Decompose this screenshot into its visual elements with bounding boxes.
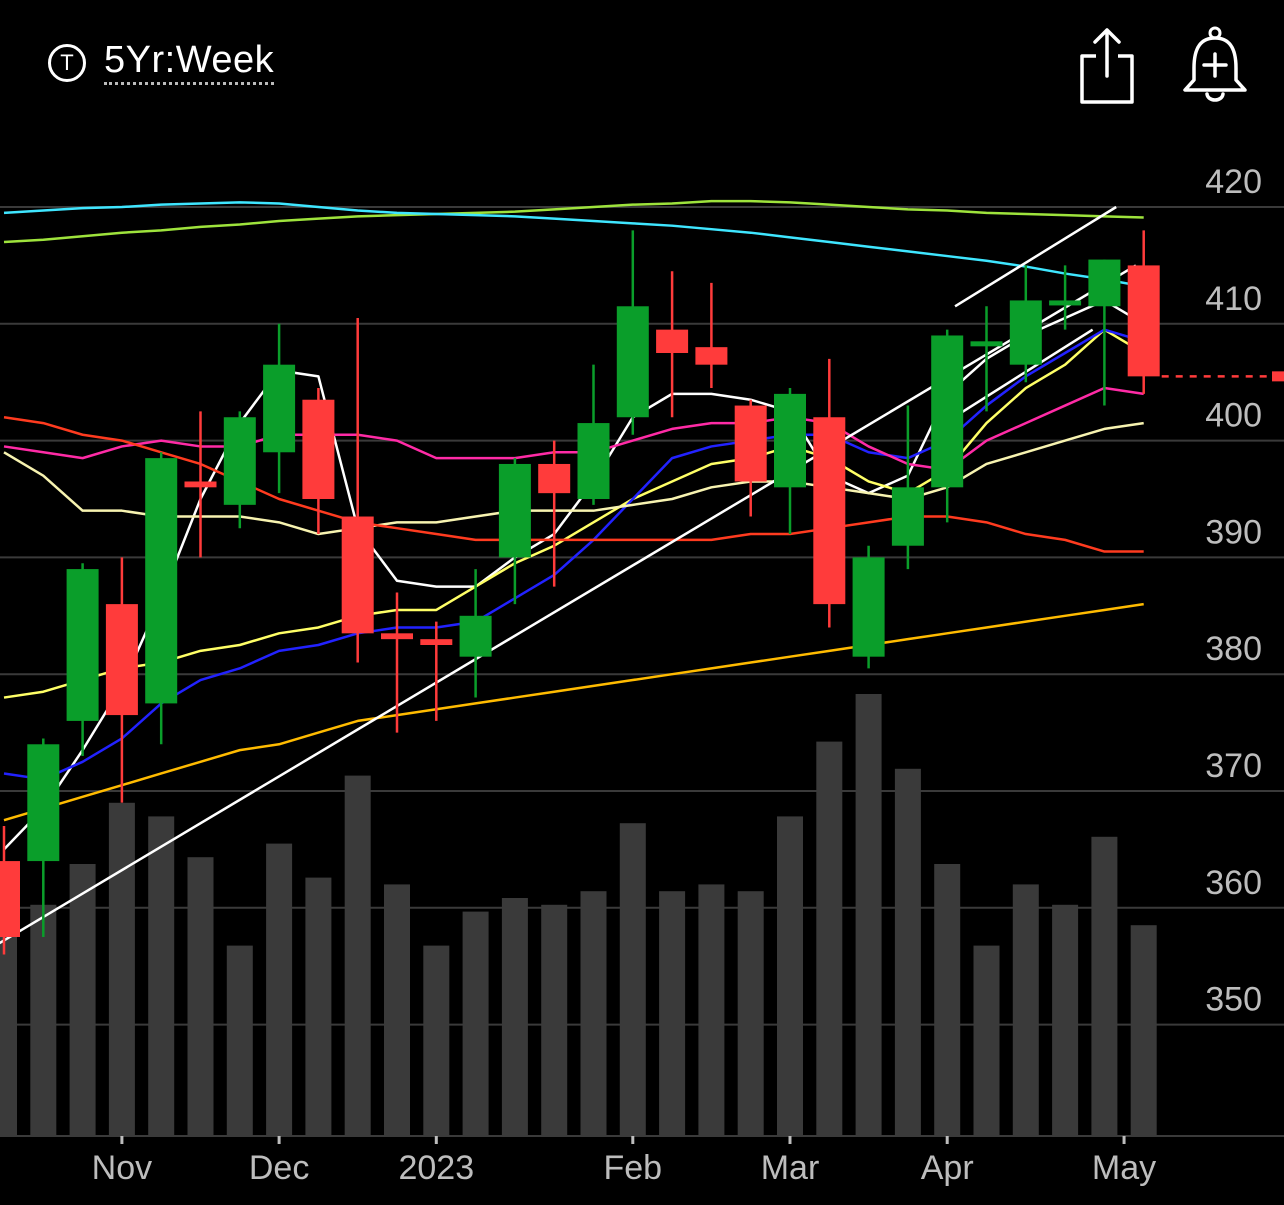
volume-bar bbox=[698, 884, 725, 1136]
candle-body bbox=[27, 744, 60, 862]
y-tick-label: 410 bbox=[1205, 280, 1262, 318]
candle-body bbox=[616, 306, 649, 418]
volume-bar bbox=[266, 843, 293, 1136]
x-tick-label: May bbox=[1092, 1149, 1156, 1187]
candle-body bbox=[223, 417, 256, 505]
y-tick-label: 390 bbox=[1205, 513, 1262, 551]
candle-body bbox=[263, 364, 296, 453]
bell-plus-icon[interactable] bbox=[1180, 24, 1250, 113]
trend-line bbox=[954, 205, 1117, 308]
moving-average-line bbox=[3, 602, 1144, 822]
volume-bar bbox=[69, 864, 96, 1136]
candle-body bbox=[459, 615, 492, 657]
x-tick-label: Apr bbox=[921, 1149, 974, 1187]
candle-body bbox=[341, 516, 374, 634]
candle-body bbox=[66, 569, 99, 721]
volume-bar bbox=[777, 816, 803, 1136]
x-axis: Nov Dec 2023 Feb Mar Apr May bbox=[92, 1136, 1156, 1187]
candle-body bbox=[498, 463, 531, 558]
volume-bar bbox=[501, 898, 528, 1136]
candle-body bbox=[931, 335, 964, 488]
volume-bar bbox=[344, 775, 371, 1136]
y-tick-label: 380 bbox=[1205, 630, 1262, 668]
volume-bar bbox=[108, 802, 135, 1136]
share-icon[interactable] bbox=[1076, 24, 1138, 113]
candle-body bbox=[1009, 300, 1042, 365]
moving-average-line bbox=[3, 201, 1144, 288]
candle-body bbox=[970, 341, 1003, 347]
chart-header: T 5Yr:Week bbox=[0, 0, 1284, 130]
volume-bar bbox=[0, 898, 17, 1136]
moving-average-line bbox=[3, 199, 1144, 244]
candle-body bbox=[656, 329, 689, 353]
volume-bar bbox=[855, 694, 882, 1136]
y-tick-label: 350 bbox=[1205, 981, 1262, 1019]
volume-bar bbox=[1130, 925, 1157, 1136]
candle-body bbox=[0, 861, 20, 937]
candle-body bbox=[734, 405, 767, 482]
volume-bar bbox=[737, 891, 764, 1136]
candle-body bbox=[813, 417, 846, 605]
volume-bar bbox=[305, 877, 332, 1136]
volume-bar bbox=[462, 911, 489, 1136]
candle-body bbox=[774, 393, 806, 488]
candle-body bbox=[695, 347, 728, 365]
candlesticks bbox=[0, 230, 1160, 955]
candle-body bbox=[538, 463, 571, 494]
candle-body bbox=[1088, 259, 1121, 307]
y-tick-label: 420 bbox=[1205, 163, 1262, 201]
candle-body bbox=[891, 487, 924, 546]
candle-body bbox=[420, 639, 453, 645]
x-tick-label: Mar bbox=[761, 1149, 820, 1187]
volume-bar bbox=[973, 945, 1000, 1136]
candle-body bbox=[105, 604, 138, 716]
volume-bar bbox=[659, 891, 686, 1136]
candle-body bbox=[302, 399, 335, 499]
candle-body bbox=[1127, 265, 1160, 377]
volume-bar bbox=[894, 768, 921, 1136]
y-tick-label: 400 bbox=[1205, 397, 1262, 435]
volume-bar bbox=[580, 891, 607, 1136]
volume-bar bbox=[934, 864, 961, 1136]
last-price-marker bbox=[1161, 371, 1284, 382]
x-tick-label: Dec bbox=[249, 1149, 309, 1187]
candle-body bbox=[381, 633, 413, 640]
volume-bar bbox=[1012, 884, 1039, 1136]
volume-bar bbox=[384, 884, 410, 1136]
timeframe-selector[interactable]: T 5Yr:Week bbox=[48, 40, 275, 85]
volume-bar bbox=[1091, 836, 1118, 1136]
volume-bar bbox=[148, 816, 175, 1136]
candle-body bbox=[1049, 300, 1082, 306]
candle-body bbox=[577, 423, 610, 499]
candle-body bbox=[184, 481, 217, 488]
x-tick-label: 2023 bbox=[398, 1149, 474, 1187]
y-tick-label: 370 bbox=[1205, 747, 1262, 785]
volume-bar bbox=[187, 857, 214, 1136]
y-tick-label: 360 bbox=[1205, 864, 1262, 902]
volume-bar bbox=[30, 904, 57, 1136]
volume-bar bbox=[226, 945, 253, 1136]
volume-bar bbox=[541, 904, 568, 1136]
x-tick-label: Feb bbox=[604, 1149, 663, 1187]
candle-body bbox=[145, 458, 178, 704]
price-chart[interactable]: 420 410 400 390 380 370 360 350 Nov Dec 2023 Feb Ma… bbox=[0, 130, 1284, 1205]
timeframe-type-icon: T bbox=[48, 43, 86, 82]
last-price-tag bbox=[1272, 371, 1284, 382]
volume-bars bbox=[0, 694, 1157, 1136]
volume-bar bbox=[619, 823, 646, 1136]
moving-average-line bbox=[3, 416, 1144, 553]
timeframe-label[interactable]: 5Yr:Week bbox=[104, 40, 275, 85]
y-axis: 420 410 400 390 380 370 360 350 bbox=[1205, 163, 1262, 1019]
volume-bar bbox=[423, 945, 450, 1136]
candle-body bbox=[852, 557, 885, 657]
x-tick-label: Nov bbox=[92, 1149, 152, 1187]
volume-bar bbox=[1052, 904, 1079, 1136]
volume-bar bbox=[816, 741, 843, 1136]
